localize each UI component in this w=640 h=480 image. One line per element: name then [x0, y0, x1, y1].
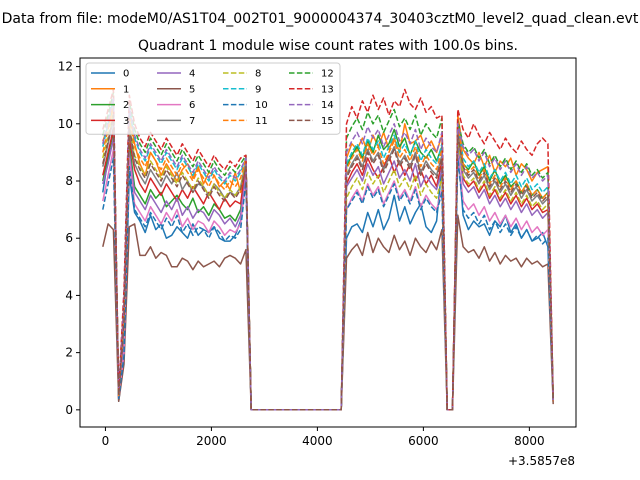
legend-label-11: 11: [255, 116, 268, 127]
series-line-5: [102, 214, 554, 411]
series-line-13: [102, 88, 554, 411]
series-line-7: [102, 117, 554, 411]
y-tick-label: 0: [65, 403, 73, 417]
legend-label-6: 6: [189, 100, 195, 111]
x-tick-label: 0: [102, 434, 110, 448]
series-line-14: [102, 97, 554, 411]
legend-label-10: 10: [255, 100, 268, 111]
legend-label-15: 15: [321, 116, 334, 127]
x-tick-label: 8000: [514, 434, 545, 448]
legend-label-2: 2: [123, 100, 129, 111]
x-tick-label: 2000: [196, 434, 227, 448]
x-axis-offset-label: +3.5857e8: [508, 454, 575, 468]
plot-lines: [102, 88, 554, 411]
x-tick-label: 4000: [302, 434, 333, 448]
y-tick-label: 12: [58, 60, 73, 74]
legend-box: [85, 62, 341, 135]
legend-label-5: 5: [189, 84, 195, 95]
y-tick-label: 4: [65, 288, 73, 302]
chart-title: Quadrant 1 module wise count rates with …: [138, 38, 518, 54]
legend-label-9: 9: [255, 84, 261, 95]
legend-label-14: 14: [321, 100, 334, 111]
series-line-15: [102, 114, 554, 411]
legend-label-7: 7: [189, 116, 195, 127]
axes-frame: [79, 57, 577, 428]
series-line-3: [102, 123, 554, 411]
series-line-4: [102, 134, 554, 411]
legend-label-12: 12: [321, 69, 334, 80]
series-line-1: [102, 105, 554, 411]
legend-label-0: 0: [123, 69, 129, 80]
legend-label-4: 4: [189, 69, 195, 80]
series-line-8: [102, 111, 554, 411]
legend-label-3: 3: [123, 116, 129, 127]
series-line-10: [102, 157, 554, 411]
series-line-6: [102, 148, 554, 411]
legend-label-1: 1: [123, 84, 129, 95]
y-tick-label: 6: [65, 231, 73, 245]
legend-label-8: 8: [255, 69, 261, 80]
x-tick-label: 6000: [408, 434, 439, 448]
legend-label-13: 13: [321, 84, 334, 95]
x-axis: 0 2000 4000 6000 8000: [102, 427, 545, 448]
series-line-0: [102, 125, 554, 411]
y-tick-label: 10: [58, 117, 73, 131]
series-line-11: [102, 103, 554, 411]
series-line-12: [102, 91, 554, 411]
series-line-9: [102, 97, 554, 411]
figure-suptitle: Data from file: modeM0/AS1T04_002T01_900…: [2, 11, 639, 27]
y-tick-label: 8: [65, 174, 73, 188]
y-tick-label: 2: [65, 346, 73, 360]
y-axis: 0 2 4 6 8 10 12: [58, 60, 80, 417]
